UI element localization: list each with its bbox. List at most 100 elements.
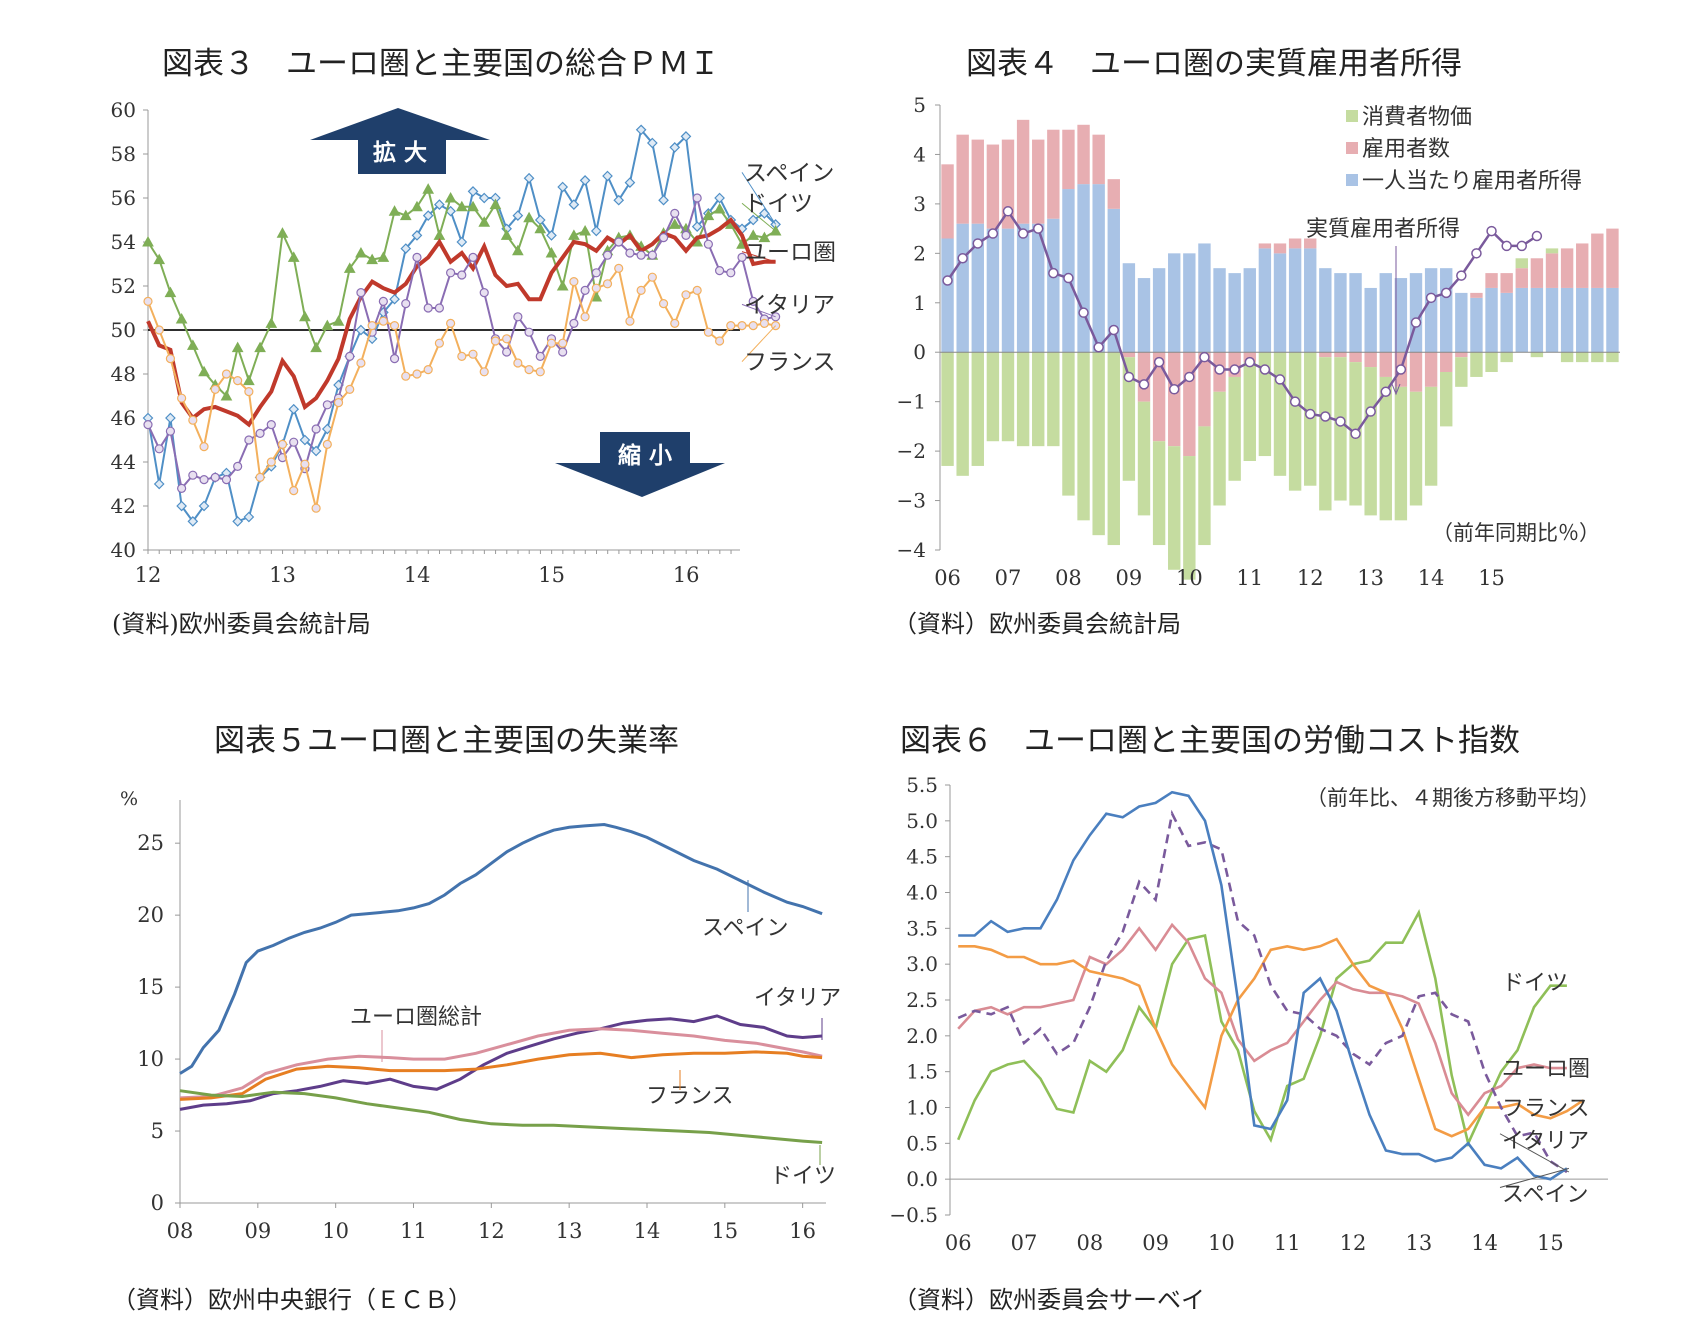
chart3-data-point [244, 387, 254, 397]
chart4-bar-group [1107, 179, 1120, 546]
chart6-x-tick-label: 10 [1208, 1231, 1235, 1255]
chart4-x-tick-label: 15 [1478, 566, 1505, 590]
chart3-data-point [343, 262, 356, 273]
chart4-x-tick-label: 08 [1055, 566, 1082, 590]
chart3-y-tick-label: 52 [111, 274, 136, 298]
chart4-bar-group [1122, 263, 1136, 481]
chart3-data-point [366, 253, 379, 265]
chart3-data-point [512, 244, 524, 256]
chart3-series-leader [741, 303, 776, 318]
chart3-data-point [412, 252, 422, 262]
chart6-series-line-3 [957, 809, 1568, 1174]
chart4-bar-emp [1137, 352, 1151, 402]
chart4-real-point [1350, 428, 1361, 440]
chart6-x-tick-label: 13 [1405, 1231, 1432, 1255]
chart3-data-point [748, 321, 758, 331]
chart6-x-tick-label: 15 [1537, 1231, 1564, 1255]
chart3-data-point [143, 420, 153, 430]
chart4-bar-group [1424, 268, 1438, 486]
chart5-y-tick-label: 10 [137, 1047, 164, 1071]
chart6-series-label: ドイツ [1502, 971, 1568, 996]
chart4-bar-emp [1560, 248, 1574, 288]
chart3-data-point [456, 236, 468, 248]
chart4-bar-emp [1409, 352, 1423, 392]
chart3-data-point [502, 334, 512, 344]
chart3-data-point [580, 312, 590, 322]
chart3-data-point [177, 393, 187, 403]
chart4-bar-comp [941, 238, 954, 353]
chart5-x-tick-label: 11 [400, 1219, 427, 1243]
chart3-data-point [489, 198, 502, 210]
chart4-y-tick-label: 5 [913, 93, 926, 117]
chart4-bar-group [1485, 273, 1498, 372]
chart4-y-tick-label: 1 [913, 291, 926, 315]
chart4-y-tick-label: 0 [913, 340, 926, 364]
chart4-bar-cpi [1092, 352, 1105, 536]
chart3-data-point [455, 200, 468, 212]
chart4-bar-emp [971, 139, 984, 224]
chart4-bar-group [1258, 243, 1272, 457]
chart3-data-point [446, 318, 456, 328]
chart3-data-point [692, 285, 702, 295]
chart3-y-tick-label: 48 [111, 362, 136, 386]
chart4-bar-emp [986, 144, 1000, 229]
chart3-data-point [670, 208, 680, 218]
chart4-bar-comp [1198, 243, 1211, 353]
chart3-series-leader [741, 202, 776, 232]
chart3-data-point [276, 227, 289, 238]
chart5-unemployment: % 0 5 10 15 20 25 08 09 10 11 12 13 14 15 16 ユーロ圏総計 スペインイ… [120, 788, 841, 1243]
chart4-bar-emp [1152, 352, 1166, 442]
chart4-bar-comp [1455, 292, 1468, 353]
chart4-bar-cpi [1576, 352, 1589, 363]
chart3-arrow-up: 拡 大 [310, 108, 490, 174]
chart3-data-point [188, 470, 198, 480]
chart3-data-point [668, 218, 681, 229]
chart3-data-point [221, 369, 232, 379]
chart3-data-point [243, 511, 255, 523]
chart4-bar-cpi [971, 352, 984, 466]
chart4-bar-emp [1077, 124, 1090, 185]
chart4-bar-emp [1545, 253, 1559, 288]
chart4-bar-group [1364, 287, 1377, 516]
chart4-line-annotation-arrowhead [1391, 383, 1401, 396]
chart5-title: 図表５ユーロ圏と主要国の失業率 [214, 723, 679, 759]
chart4-x-tick-label: 13 [1357, 566, 1384, 590]
chart3-data-point [647, 272, 657, 282]
chart4-bar-group [1591, 233, 1604, 363]
chart4-bar-group [1137, 278, 1151, 516]
chart6-x-tick-label: 08 [1076, 1231, 1103, 1255]
chart4-bar-cpi [1515, 258, 1528, 269]
chart5-x-tick-label: 12 [478, 1219, 505, 1243]
chart3-data-point [747, 229, 760, 240]
chart3-data-point [625, 316, 635, 326]
chart4-legend-label: 雇用者数 [1362, 137, 1450, 162]
chart4-bar-emp [941, 164, 954, 239]
chart4-bar-group [1047, 129, 1060, 447]
chart3-series-label: フランス [744, 350, 836, 376]
chart4-bar-cpi [1107, 352, 1120, 546]
chart3-data-point [321, 423, 333, 435]
chart4-bar-cpi [1122, 357, 1136, 481]
chart4-real-point [1093, 342, 1104, 353]
chart3-data-point [568, 229, 580, 240]
chart6-y-tick-label: 3.5 [906, 916, 938, 940]
chart3-data-point [613, 194, 625, 206]
chart4-bar-comp [1001, 228, 1015, 353]
chart3-data-point [670, 318, 680, 328]
chart3-data-point [658, 299, 669, 309]
chart3-data-point [714, 192, 725, 204]
chart3-arrow-down-shape [555, 432, 725, 497]
chart4-bar-cpi [1198, 426, 1211, 546]
chart4-bar-cpi [1394, 386, 1408, 521]
chart5-x-tick-label: 15 [711, 1219, 738, 1243]
chart3-data-point [288, 403, 300, 415]
chart3-data-point [737, 321, 747, 331]
chart4-bar-cpi [1409, 391, 1423, 506]
chart4-real-point [1032, 223, 1044, 234]
chart3-data-point [422, 210, 434, 221]
chart3-data-point [377, 251, 390, 262]
chart3-data-point [355, 246, 367, 258]
chart5-series-line-3 [179, 1050, 823, 1101]
chart4-bar-group [1576, 243, 1589, 363]
chart4-bar-group [1500, 273, 1513, 363]
